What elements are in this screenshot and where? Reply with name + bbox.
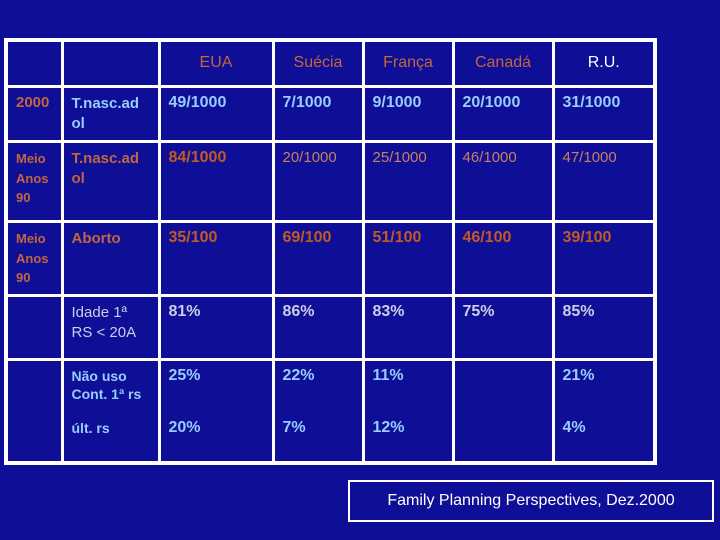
source-caption-text: Family Planning Perspectives, Dez.2000 bbox=[387, 492, 675, 509]
source-caption-box: Family Planning Perspectives, Dez.2000 bbox=[348, 480, 714, 522]
value-cell-eua: 84/1000 bbox=[157, 140, 275, 223]
value-cell-canada: 46/100 bbox=[451, 220, 555, 297]
column-header-ru: R.U. bbox=[551, 38, 657, 88]
value-cell-eua: 49/1000 bbox=[157, 84, 275, 143]
table-row-2000-birthrate: 2000 T.nasc.ad ol 49/1000 7/1000 9/1000 … bbox=[4, 84, 657, 143]
period-cell-empty bbox=[4, 293, 64, 361]
period-cell: Meio Anos 90 bbox=[4, 220, 64, 297]
value-cell-franca: 11% 12% bbox=[361, 357, 455, 465]
value-first: 22% bbox=[282, 366, 315, 384]
value-last: 7% bbox=[282, 418, 306, 436]
period-cell-empty bbox=[4, 357, 64, 465]
statistics-table: EUA Suécia França Canadá R.U. 2000 T.nas… bbox=[4, 38, 657, 465]
value-cell-eua: 35/100 bbox=[157, 220, 275, 297]
indicator-cell: T.nasc.ad ol bbox=[60, 140, 161, 223]
column-header-canada: Canadá bbox=[451, 38, 555, 88]
indicator-cell: Idade 1ª RS < 20A bbox=[60, 293, 161, 361]
value-cell-suecia: 7/1000 bbox=[271, 84, 365, 143]
value-first: 21% bbox=[562, 366, 595, 384]
header-cell-empty-indicator bbox=[60, 38, 161, 88]
value-cell-canada: 20/1000 bbox=[451, 84, 555, 143]
value-cell-franca: 25/1000 bbox=[361, 140, 455, 223]
value-cell-franca: 83% bbox=[361, 293, 455, 361]
table-row-age-first-intercourse: Idade 1ª RS < 20A 81% 86% 83% 75% 85% bbox=[4, 293, 657, 361]
value-first: 25% bbox=[168, 366, 201, 384]
value-cell-eua: 25% 20% bbox=[157, 357, 275, 465]
indicator-first-intercourse-label: Não uso Cont. 1ª rs bbox=[71, 367, 142, 403]
table-row-mid90s-abortion: Meio Anos 90 Aborto 35/100 69/100 51/100… bbox=[4, 220, 657, 297]
indicator-cell: T.nasc.ad ol bbox=[60, 84, 161, 143]
value-cell-ru: 47/1000 bbox=[551, 140, 657, 223]
value-cell-suecia: 20/1000 bbox=[271, 140, 365, 223]
value-last: 12% bbox=[372, 418, 405, 436]
value-cell-canada bbox=[451, 357, 555, 465]
value-last: 20% bbox=[168, 418, 201, 436]
value-first: 11% bbox=[372, 366, 404, 384]
table-row-mid90s-birthrate: Meio Anos 90 T.nasc.ad ol 84/1000 20/100… bbox=[4, 140, 657, 223]
value-cell-ru: 39/100 bbox=[551, 220, 657, 297]
value-cell-suecia: 69/100 bbox=[271, 220, 365, 297]
column-header-eua: EUA bbox=[157, 38, 275, 88]
value-cell-canada: 75% bbox=[451, 293, 555, 361]
value-last: 4% bbox=[562, 418, 586, 436]
value-cell-ru: 85% bbox=[551, 293, 657, 361]
value-cell-suecia: 86% bbox=[271, 293, 365, 361]
value-cell-eua: 81% bbox=[157, 293, 275, 361]
column-header-suecia: Suécia bbox=[271, 38, 365, 88]
indicator-cell: Aborto bbox=[60, 220, 161, 297]
period-cell: Meio Anos 90 bbox=[4, 140, 64, 223]
column-header-franca: França bbox=[361, 38, 455, 88]
value-cell-canada: 46/1000 bbox=[451, 140, 555, 223]
table-row-contraceptive-nonuse: Não uso Cont. 1ª rs últ. rs 25% 20% 22% … bbox=[4, 357, 657, 465]
table-header-row: EUA Suécia França Canadá R.U. bbox=[4, 38, 657, 88]
value-cell-suecia: 22% 7% bbox=[271, 357, 365, 465]
period-cell: 2000 bbox=[4, 84, 64, 143]
value-cell-franca: 51/100 bbox=[361, 220, 455, 297]
value-cell-ru: 31/1000 bbox=[551, 84, 657, 143]
header-cell-empty-period bbox=[4, 38, 64, 88]
indicator-last-intercourse-label: últ. rs bbox=[71, 419, 110, 436]
value-cell-ru: 21% 4% bbox=[551, 357, 657, 465]
value-cell-franca: 9/1000 bbox=[361, 84, 455, 143]
indicator-cell: Não uso Cont. 1ª rs últ. rs bbox=[60, 357, 161, 465]
